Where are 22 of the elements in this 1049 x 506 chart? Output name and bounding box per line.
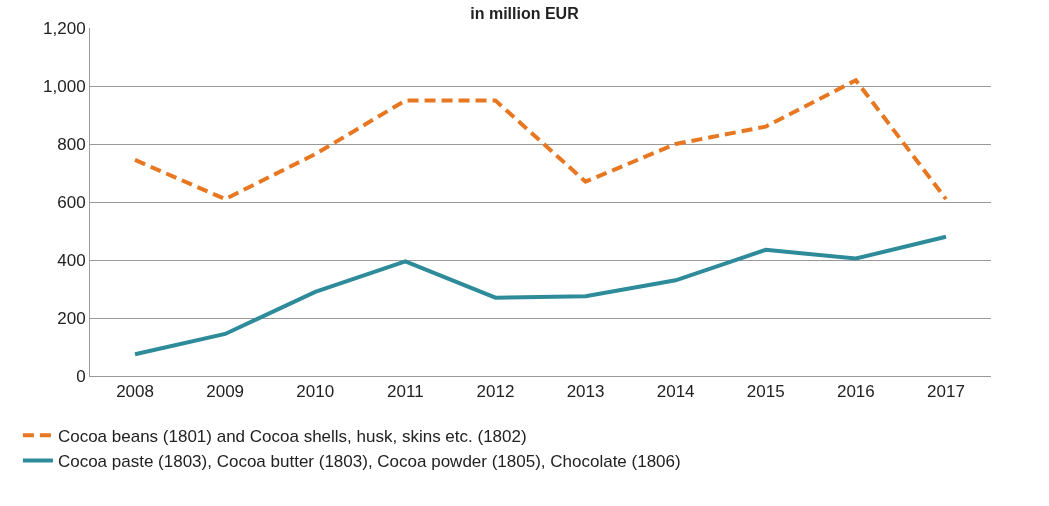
y-tick-label: 0: [76, 366, 86, 386]
x-tick-label: 2009: [206, 382, 245, 402]
y-tick-label: 200: [57, 308, 86, 328]
x-tick-label: 2008: [116, 382, 154, 402]
y-tick-label: 400: [57, 250, 86, 270]
legend-label: Cocoa paste (1803), Cocoa butter (1803), Cocoa powder (1805), Chocolate (1806): [57, 452, 681, 472]
line-series: [133, 78, 948, 202]
x-tick-label: 2010: [296, 382, 335, 402]
x-tick-label: 2015: [746, 382, 785, 402]
x-tick-label: 2014: [656, 382, 695, 402]
x-tick-label: 2011: [387, 382, 424, 402]
y-tick-label: 800: [57, 134, 86, 154]
x-tick-label: 2017: [927, 382, 965, 402]
chart-title: in million EUR: [470, 4, 580, 22]
x-tick-label: 2013: [566, 382, 605, 402]
y-tick-label: 1,200: [43, 18, 86, 38]
x-tick-label: 2016: [836, 382, 875, 402]
legend-label: Cocoa beans (1801) and Cocoa shells, husk, skins etc. (1802): [57, 426, 527, 446]
line-series: [133, 234, 948, 357]
x-tick-label: 2012: [476, 382, 515, 402]
y-tick-label: 1,000: [43, 76, 86, 96]
y-tick-label: 600: [57, 192, 86, 212]
